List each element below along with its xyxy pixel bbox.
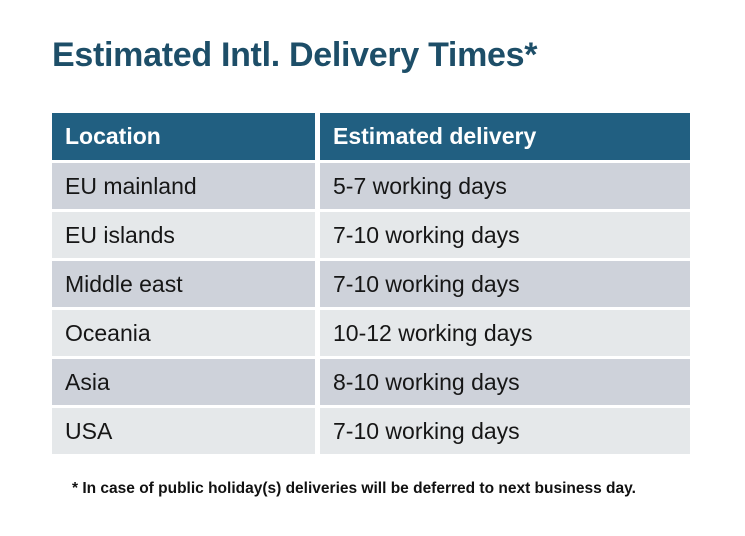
table-row: Middle east 7-10 working days — [52, 261, 690, 307]
cell-location: USA — [52, 408, 315, 454]
table-header-row: Location Estimated delivery — [52, 113, 690, 160]
cell-estimated-delivery: 8-10 working days — [320, 359, 690, 405]
cell-estimated-delivery: 7-10 working days — [320, 408, 690, 454]
page-title: Estimated Intl. Delivery Times* — [52, 36, 538, 74]
column-header-estimated-delivery: Estimated delivery — [320, 113, 690, 160]
table-row: Asia 8-10 working days — [52, 359, 690, 405]
cell-estimated-delivery: 10-12 working days — [320, 310, 690, 356]
footnote-text: * In case of public holiday(s) deliverie… — [72, 480, 636, 497]
table-row: Oceania 10-12 working days — [52, 310, 690, 356]
delivery-times-table: Location Estimated delivery EU mainland … — [52, 113, 690, 457]
table-row: EU mainland 5-7 working days — [52, 163, 690, 209]
cell-estimated-delivery: 7-10 working days — [320, 261, 690, 307]
table-row: USA 7-10 working days — [52, 408, 690, 454]
cell-estimated-delivery: 7-10 working days — [320, 212, 690, 258]
cell-location: Asia — [52, 359, 315, 405]
column-header-location: Location — [52, 113, 315, 160]
cell-location: Oceania — [52, 310, 315, 356]
table-row: EU islands 7-10 working days — [52, 212, 690, 258]
cell-location: Middle east — [52, 261, 315, 307]
cell-estimated-delivery: 5-7 working days — [320, 163, 690, 209]
cell-location: EU mainland — [52, 163, 315, 209]
cell-location: EU islands — [52, 212, 315, 258]
